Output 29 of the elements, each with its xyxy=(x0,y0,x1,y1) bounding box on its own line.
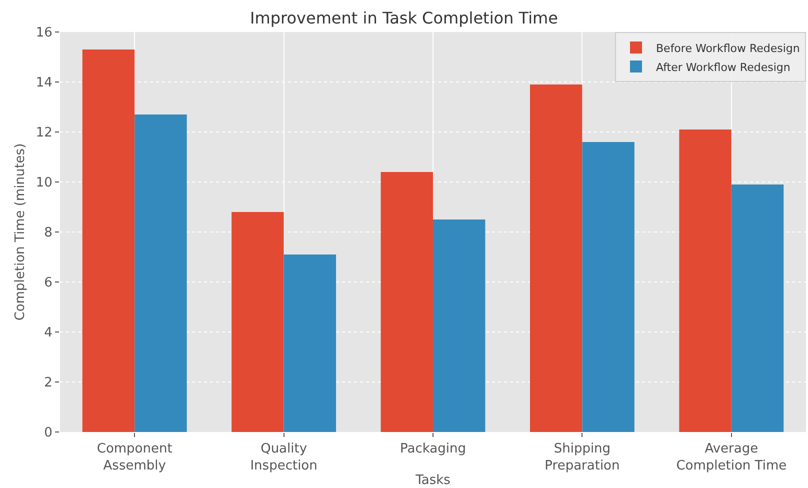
y-tick-label: 12 xyxy=(36,126,52,141)
bar xyxy=(284,254,336,432)
bar xyxy=(530,84,582,432)
x-tick-label: Average Completion Time xyxy=(676,442,787,474)
y-tick-label: 10 xyxy=(36,176,52,191)
chart-title: Improvement in Task Completion Time xyxy=(250,8,558,28)
legend-label: After Workflow Redesign xyxy=(656,60,790,74)
y-tick-label: 8 xyxy=(44,226,52,241)
y-tick-label: 2 xyxy=(44,376,52,391)
x-tick-label: Packaging xyxy=(400,442,466,457)
bar xyxy=(679,130,732,432)
y-tick-label: 14 xyxy=(36,76,52,91)
bar xyxy=(380,172,433,432)
x-tick-label: Component Assembly xyxy=(96,442,172,474)
x-tick-label: Quality Inspection xyxy=(250,442,318,474)
bar xyxy=(134,114,187,432)
x-tick-label: Shipping Preparation xyxy=(544,442,620,474)
bar xyxy=(731,184,784,432)
bar xyxy=(433,220,486,432)
y-tick-label: 4 xyxy=(44,326,52,341)
y-tick-label: 16 xyxy=(36,26,52,41)
bar xyxy=(82,50,135,432)
legend-label: Before Workflow Redesign xyxy=(656,42,800,55)
y-tick-label: 0 xyxy=(44,426,52,441)
y-tick-label: 6 xyxy=(44,276,52,291)
x-axis-title: Tasks xyxy=(414,473,451,488)
bar xyxy=(582,142,634,432)
bar xyxy=(232,212,284,432)
y-axis-title: Completion Time (minutes) xyxy=(13,143,28,321)
